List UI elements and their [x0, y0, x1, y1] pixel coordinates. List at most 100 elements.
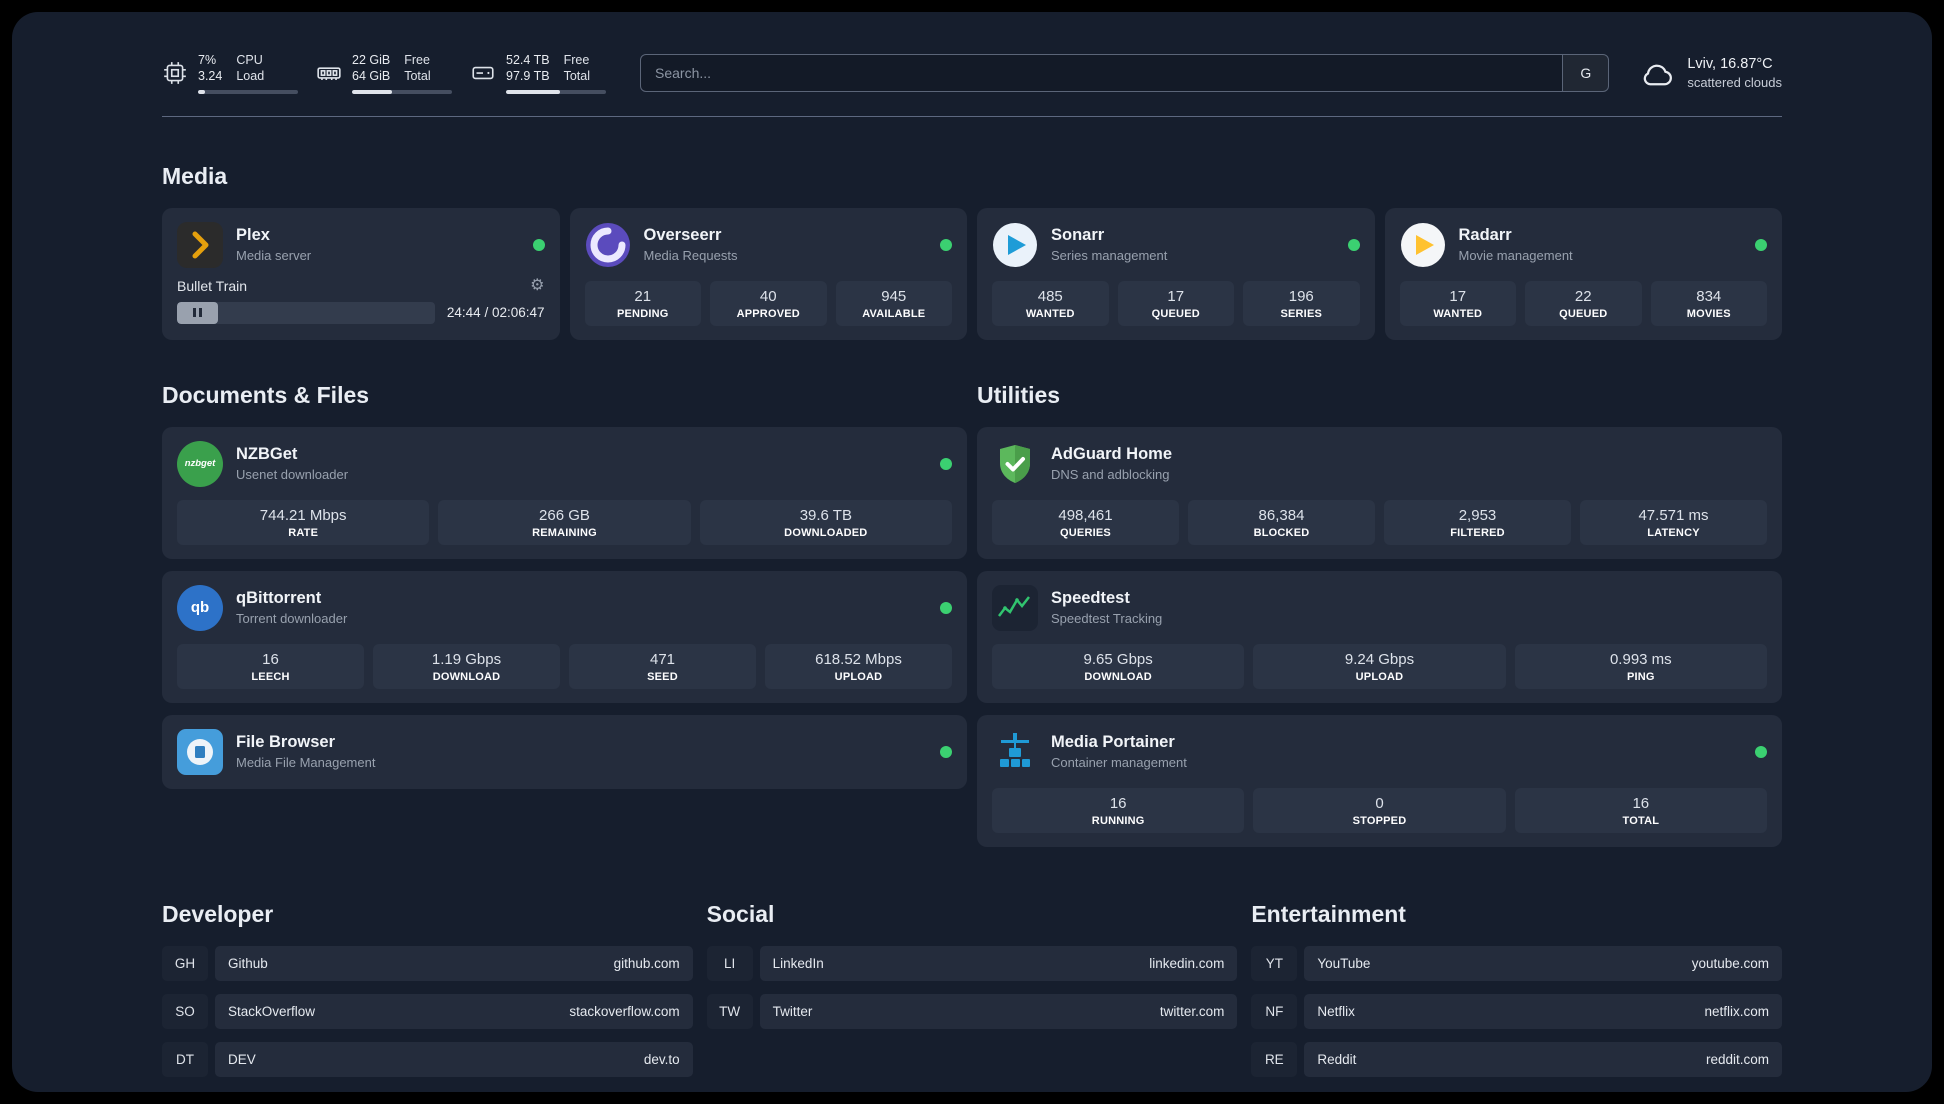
- app-description: DNS and adblocking: [1051, 467, 1170, 482]
- stat-upload: 9.24 Gbps UPLOAD: [1253, 643, 1506, 689]
- netflix-icon[interactable]: NF: [1251, 993, 1298, 1029]
- app-description: Usenet downloader: [236, 467, 349, 482]
- app-card-qbittorrent[interactable]: qb qBittorrent Torrent downloader 16: [162, 570, 967, 703]
- bookmark-twitter[interactable]: TW Twitter twitter.com: [706, 993, 1238, 1029]
- app-card-speedtest[interactable]: Speedtest Speedtest Tracking 9.65 Gbps D…: [977, 570, 1782, 703]
- pause-icon[interactable]: [193, 308, 203, 317]
- bookmark-name: Twitter: [772, 1003, 813, 1019]
- stat-available: 945 AVAILABLE: [835, 280, 952, 326]
- now-playing-widget: Bullet Train ⚙ 24:44 / 02:06:47: [177, 276, 545, 324]
- bookmark-reddit[interactable]: RE Reddit reddit.com: [1251, 1041, 1782, 1077]
- reddit-icon[interactable]: RE: [1251, 1041, 1298, 1077]
- now-playing-title: Bullet Train: [177, 277, 248, 294]
- section-social: Social LI LinkedIn linkedin.com TW Twitt…: [706, 901, 1238, 1090]
- bookmark-url: youtube.com: [1691, 955, 1769, 971]
- disk-total-label: Total: [563, 69, 590, 84]
- cpu-label: CPU: [236, 53, 263, 67]
- ram-progress-bar: [352, 89, 452, 94]
- status-dot: [940, 745, 952, 758]
- cpu-load-label: Load: [236, 69, 265, 84]
- bookmark-youtube[interactable]: YT YouTube youtube.com: [1251, 945, 1782, 981]
- stat-queued: 17 QUEUED: [1117, 280, 1234, 326]
- app-card-overseerr[interactable]: Overseerr Media Requests 21 PENDING 40 A…: [569, 207, 967, 340]
- bookmark-name: StackOverflow: [228, 1003, 316, 1019]
- stat-blocked: 86,384 BLOCKED: [1188, 499, 1375, 545]
- app-description: Movie management: [1458, 248, 1573, 263]
- app-description: Torrent downloader: [236, 611, 348, 626]
- stat-series: 196 SERIES: [1243, 280, 1360, 326]
- stat-queries: 498,461 QUERIES: [992, 499, 1179, 545]
- ram-total-label: Total: [404, 69, 431, 84]
- section-entertainment: Entertainment YT YouTube youtube.com NF …: [1251, 901, 1782, 1090]
- ram-total-value: 64 GiB: [352, 69, 391, 84]
- bookmark-linkedin[interactable]: LI LinkedIn linkedin.com: [706, 945, 1238, 981]
- twitter-icon[interactable]: TW: [706, 993, 753, 1029]
- search-bar[interactable]: G: [640, 53, 1610, 92]
- radarr-icon: [1400, 222, 1446, 268]
- ram-free-value: 22 GiB: [352, 53, 391, 67]
- status-dot: [940, 601, 952, 614]
- app-description: Container management: [1051, 755, 1187, 770]
- app-card-plex[interactable]: Plex Media server Bullet Train ⚙: [162, 207, 560, 340]
- bookmark-name: YouTube: [1317, 955, 1371, 971]
- bookmark-url: github.com: [613, 955, 680, 971]
- app-name: qBittorrent: [236, 589, 322, 607]
- search-input[interactable]: [641, 54, 1563, 91]
- app-card-radarr[interactable]: Radarr Movie management 17 WANTED 22 QUE…: [1384, 207, 1782, 340]
- cpu-load-value: 3.24: [198, 69, 223, 84]
- github-icon[interactable]: GH: [162, 945, 208, 981]
- plex-icon: [177, 221, 223, 268]
- top-bar: 7% 3.24 CPU Load: [162, 52, 1782, 94]
- app-description: Series management: [1051, 248, 1168, 263]
- search-engine-button[interactable]: G: [1562, 54, 1609, 91]
- app-card-portainer[interactable]: Media Portainer Container management 16 …: [977, 714, 1782, 847]
- weather-widget: Lviv, 16.87°C scattered clouds: [1639, 56, 1782, 90]
- sonarr-icon: [992, 222, 1038, 268]
- stat-wanted: 17 WANTED: [1399, 280, 1516, 326]
- bookmark-name: Netflix: [1317, 1003, 1355, 1019]
- youtube-icon[interactable]: YT: [1251, 945, 1298, 981]
- stackoverflow-icon[interactable]: SO: [162, 993, 208, 1029]
- app-description: Speedtest Tracking: [1051, 611, 1163, 626]
- bookmark-name: LinkedIn: [772, 955, 824, 971]
- disk-icon: [472, 66, 494, 79]
- bookmark-stackoverflow[interactable]: SO StackOverflow stackoverflow.com: [162, 993, 693, 1029]
- app-card-nzbget[interactable]: nzbget NZBGet Usenet downloader 744.21 M…: [162, 426, 967, 559]
- bookmark-netflix[interactable]: NF Netflix netflix.com: [1251, 993, 1782, 1029]
- stat-downloaded: 39.6 TB DOWNLOADED: [699, 499, 952, 545]
- cpu-monitor: 7% 3.24 CPU Load: [162, 52, 298, 94]
- weather-condition: scattered clouds: [1687, 74, 1782, 90]
- nzbget-icon: nzbget: [177, 440, 223, 487]
- status-dot: [532, 238, 545, 251]
- dev-icon[interactable]: DT: [162, 1041, 208, 1077]
- app-description: Media server: [236, 248, 312, 263]
- playback-time: 24:44 / 02:06:47: [446, 305, 545, 320]
- app-card-adguard[interactable]: AdGuard Home DNS and adblocking 498,461 …: [977, 426, 1782, 559]
- section-title-entertainment: Entertainment: [1251, 900, 1406, 927]
- bookmark-url: linkedin.com: [1149, 955, 1225, 971]
- stat-seed: 471 SEED: [569, 643, 756, 689]
- section-title-developer: Developer: [162, 900, 274, 927]
- app-name: AdGuard Home: [1051, 445, 1173, 463]
- app-name: Plex: [236, 226, 270, 244]
- status-dot: [1755, 745, 1767, 758]
- app-card-filebrowser[interactable]: File Browser Media File Management: [162, 714, 967, 789]
- playback-progress-bar[interactable]: [177, 301, 435, 324]
- section-media: Media Plex Media server: [162, 163, 1782, 340]
- section-title-utilities: Utilities: [977, 381, 1061, 408]
- stat-latency: 47.571 ms LATENCY: [1580, 499, 1767, 545]
- bookmark-dev[interactable]: DT DEV dev.to: [162, 1041, 693, 1077]
- bookmark-url: dev.to: [643, 1051, 680, 1067]
- app-card-sonarr[interactable]: Sonarr Series management 485 WANTED 17 Q…: [977, 207, 1375, 340]
- linkedin-icon[interactable]: LI: [706, 945, 753, 981]
- bookmark-github[interactable]: GH Github github.com: [162, 945, 693, 981]
- filebrowser-icon: [177, 728, 223, 775]
- cpu-usage-value: 7%: [198, 53, 217, 67]
- gear-icon[interactable]: ⚙: [530, 276, 545, 294]
- app-name: NZBGet: [236, 445, 298, 463]
- bookmark-url: stackoverflow.com: [569, 1003, 680, 1019]
- app-name: Media Portainer: [1051, 733, 1175, 751]
- portainer-crane-icon: [992, 729, 1038, 775]
- section-documents: Documents & Files nzbget NZBGet Usenet d…: [162, 382, 967, 789]
- section-developer: Developer GH Github github.com SO StackO…: [162, 901, 693, 1090]
